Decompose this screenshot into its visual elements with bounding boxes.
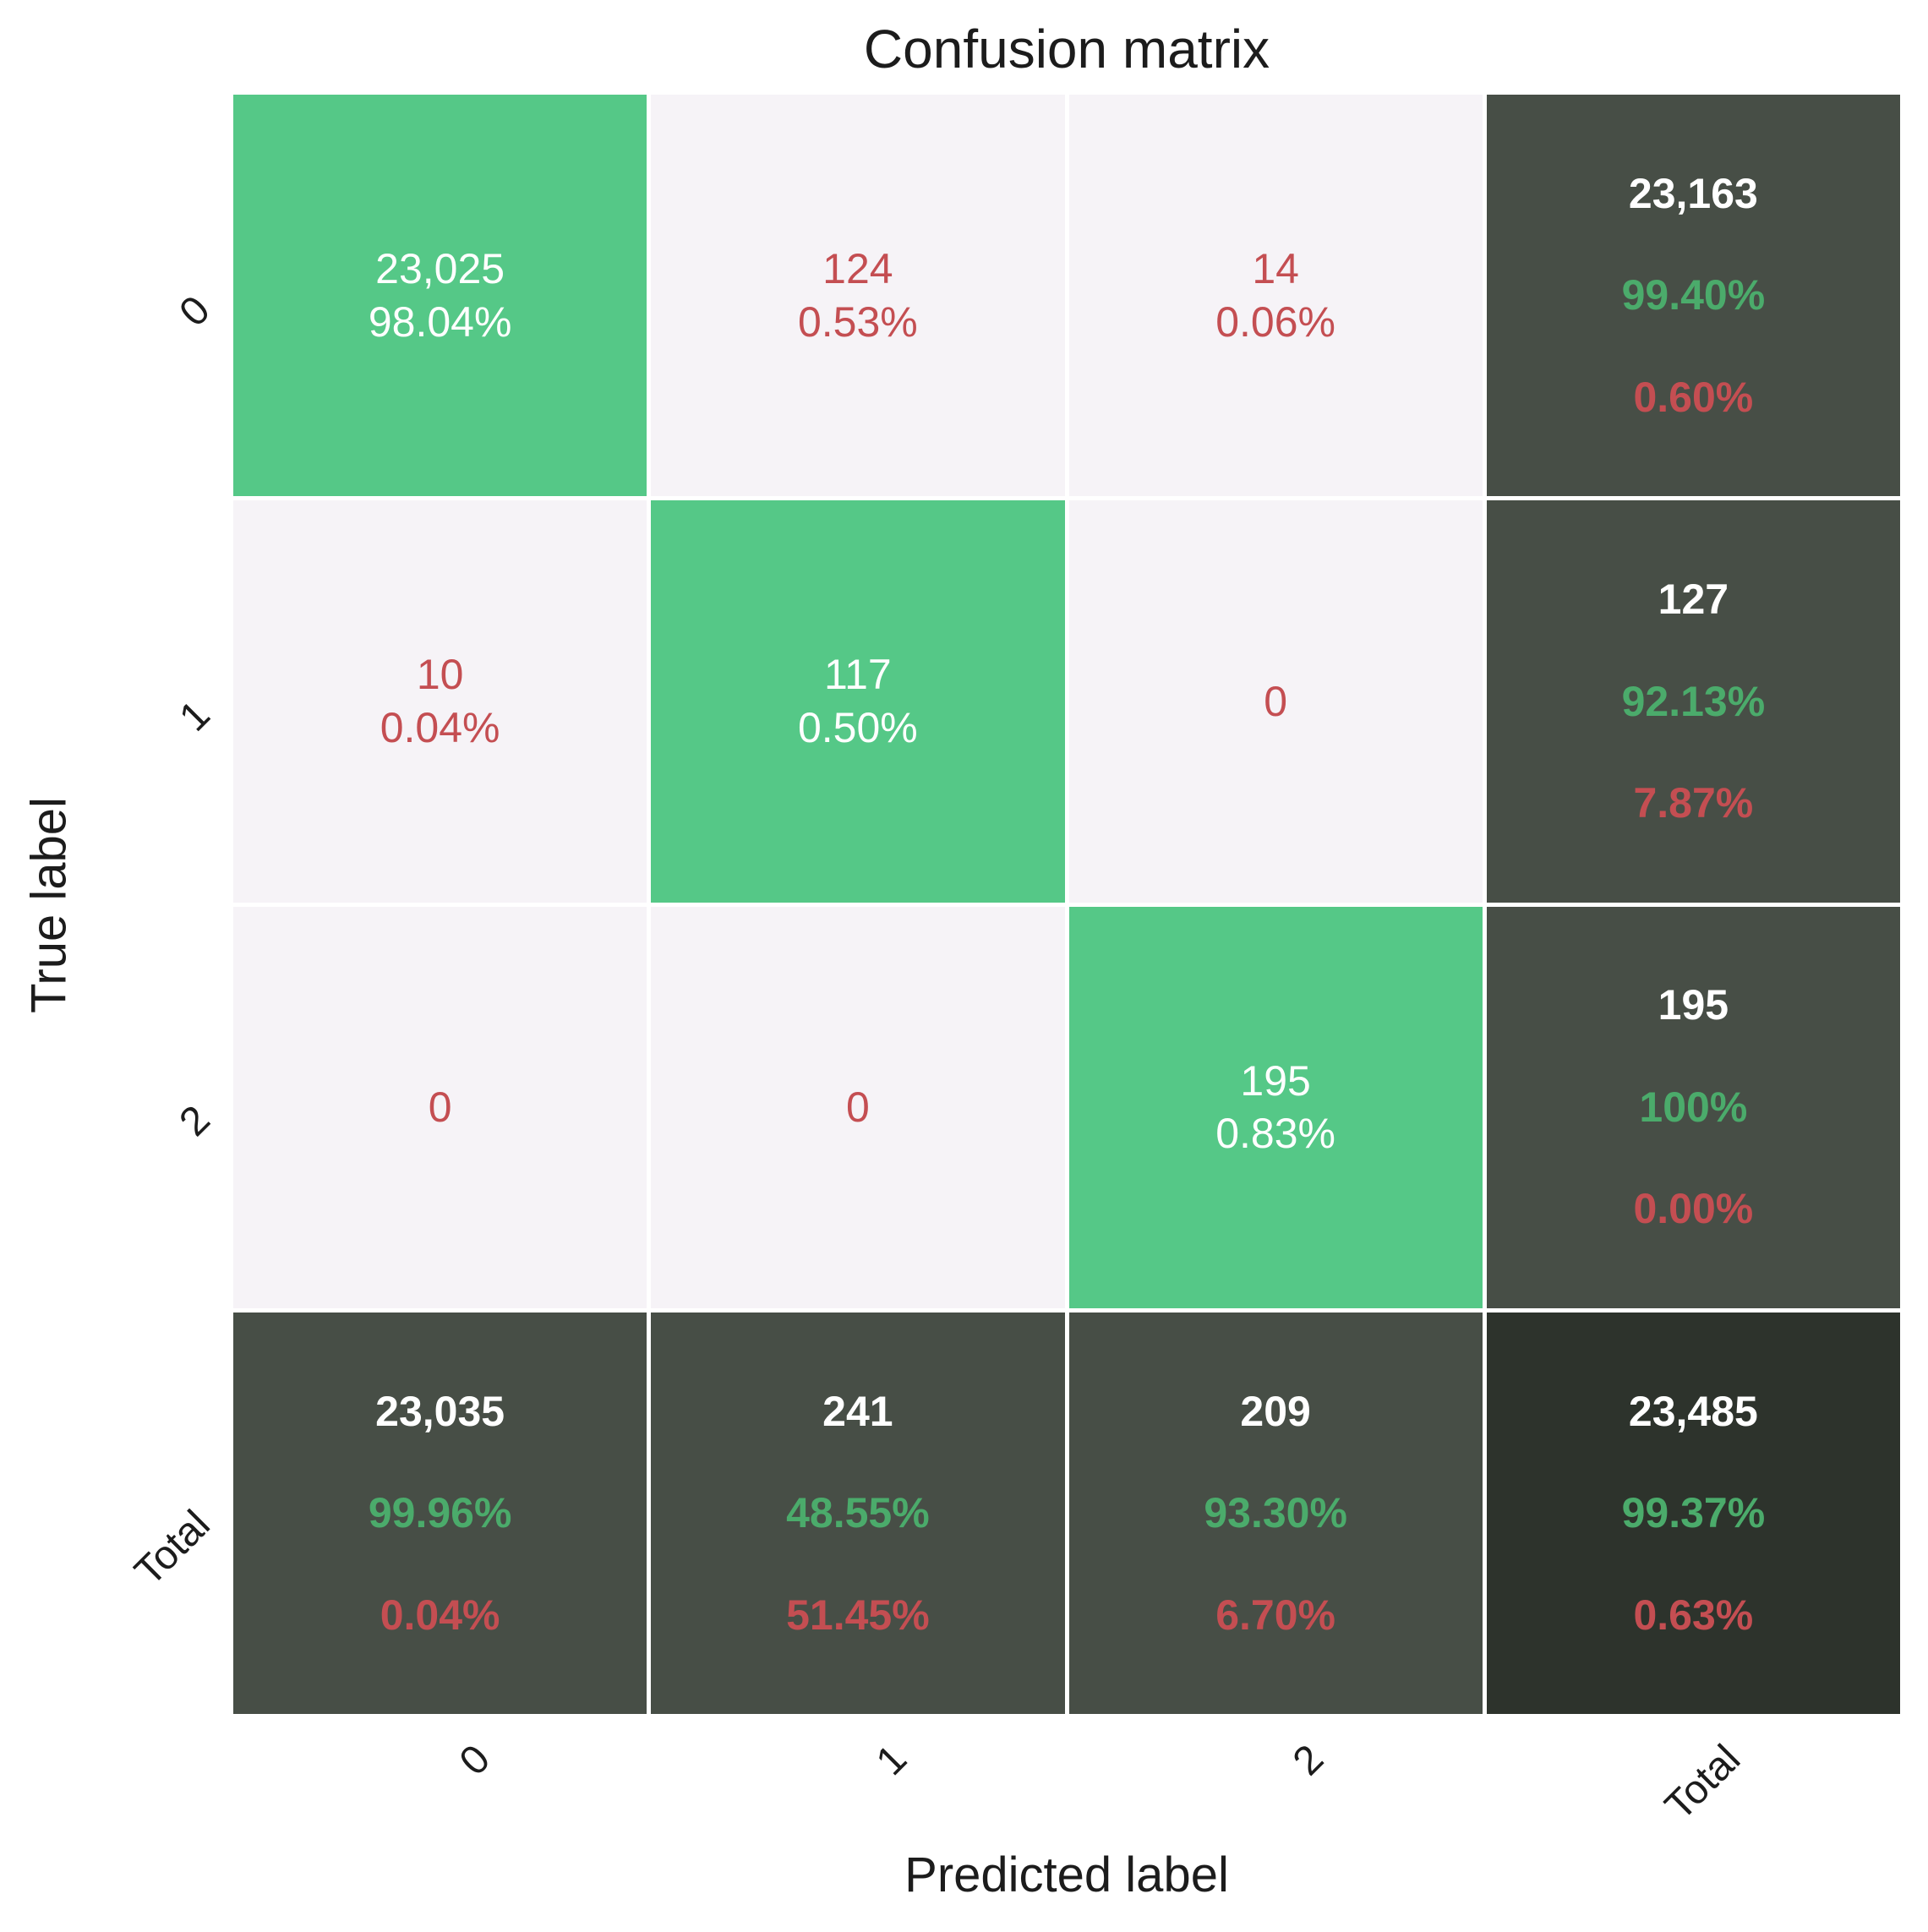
cell-count: 127 xyxy=(1658,576,1729,624)
cell-percent: 0.50% xyxy=(797,703,918,751)
cell-percent: 0.06% xyxy=(1215,297,1336,346)
cell-count: 0 xyxy=(845,1083,870,1131)
y-tick-0: 0 xyxy=(171,287,219,336)
matrix-cell-r1c0: 10 0.04% xyxy=(233,500,647,903)
cell-percent-correct: 100% xyxy=(1639,1083,1748,1131)
matrix-cell-r2c0: 0 xyxy=(233,906,647,1308)
matrix-cell-r2c1: 0 xyxy=(651,906,1065,1308)
cell-percent-correct: 48.55% xyxy=(786,1489,930,1537)
cell-count: 0 xyxy=(1264,677,1288,725)
confusion-matrix-grid: 23,025 98.04% 124 0.53% 14 0.06% 23,163 … xyxy=(233,95,1900,1714)
cell-count: 23,485 xyxy=(1628,1387,1758,1435)
cell-percent-correct: 92.13% xyxy=(1621,677,1766,725)
x-axis-label: Predicted label xyxy=(904,1847,1229,1902)
cell-percent: 0.53% xyxy=(797,297,918,346)
x-tick-1: 1 xyxy=(867,1736,916,1785)
cell-percent-error: 7.87% xyxy=(1633,779,1754,827)
cell-percent-error: 0.63% xyxy=(1633,1591,1754,1639)
cell-percent-error: 0.00% xyxy=(1633,1185,1754,1233)
cell-count: 124 xyxy=(822,245,893,293)
y-axis-label: True label xyxy=(21,797,77,1013)
cell-percent: 0.83% xyxy=(1215,1110,1336,1158)
cell-count: 117 xyxy=(824,651,892,699)
matrix-cell-r0-total: 23,163 99.40% 0.60% xyxy=(1486,95,1900,497)
cell-count: 23,035 xyxy=(375,1387,505,1435)
x-tick-0: 0 xyxy=(451,1736,500,1785)
cell-percent-correct: 99.96% xyxy=(368,1489,512,1537)
x-tick-2: 2 xyxy=(1284,1736,1333,1785)
matrix-cell-r1-total: 127 92.13% 7.87% xyxy=(1486,500,1900,903)
cell-count: 241 xyxy=(822,1387,893,1435)
cell-percent-error: 6.70% xyxy=(1215,1591,1336,1639)
matrix-cell-r0c1: 124 0.53% xyxy=(651,95,1065,497)
y-tick-2: 2 xyxy=(171,1097,219,1145)
cell-count: 0 xyxy=(428,1083,452,1131)
cell-percent-error: 51.45% xyxy=(786,1591,930,1639)
cell-percent: 98.04% xyxy=(368,297,512,346)
cell-count: 195 xyxy=(1240,1056,1311,1105)
y-tick-1: 1 xyxy=(171,692,219,740)
x-tick-total: Total xyxy=(1657,1736,1750,1829)
cell-percent: 0.04% xyxy=(380,703,500,751)
matrix-cell-r2c2: 195 0.83% xyxy=(1068,906,1483,1308)
matrix-cell-r0c2: 14 0.06% xyxy=(1068,95,1483,497)
cell-count: 23,025 xyxy=(375,245,505,293)
cell-count: 14 xyxy=(1252,245,1299,293)
cell-count: 209 xyxy=(1240,1387,1311,1435)
y-tick-total: Total xyxy=(126,1502,219,1595)
cell-count: 195 xyxy=(1658,981,1729,1029)
matrix-cell-r2-total: 195 100% 0.00% xyxy=(1486,906,1900,1308)
matrix-cell-total-c2: 209 93.30% 6.70% xyxy=(1068,1312,1483,1714)
cell-percent-correct: 99.37% xyxy=(1621,1489,1766,1537)
cell-percent-correct: 99.40% xyxy=(1621,271,1766,319)
matrix-cell-total-c1: 241 48.55% 51.45% xyxy=(651,1312,1065,1714)
cell-percent-error: 0.60% xyxy=(1633,373,1754,421)
chart-title: Confusion matrix xyxy=(863,19,1270,79)
matrix-cell-total-c0: 23,035 99.96% 0.04% xyxy=(233,1312,647,1714)
matrix-cell-r1c1: 117 0.50% xyxy=(651,500,1065,903)
matrix-cell-grand-total: 23,485 99.37% 0.63% xyxy=(1486,1312,1900,1714)
cell-count: 23,163 xyxy=(1628,169,1758,217)
cell-percent-correct: 93.30% xyxy=(1204,1489,1347,1537)
cell-count: 10 xyxy=(416,651,464,699)
matrix-cell-r1c2: 0 xyxy=(1068,500,1483,903)
matrix-cell-r0c0: 23,025 98.04% xyxy=(233,95,647,497)
cell-percent-error: 0.04% xyxy=(380,1591,500,1639)
